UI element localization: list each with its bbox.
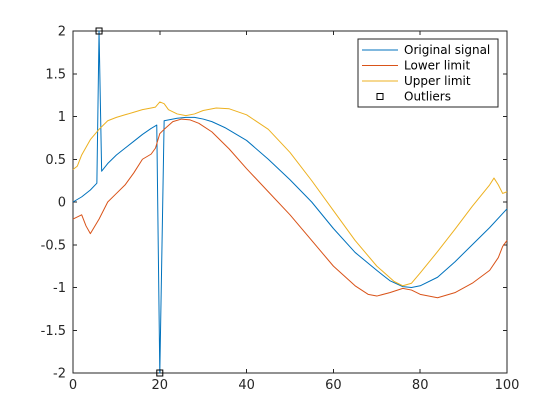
y-tick-label: 0.5	[45, 153, 66, 168]
outlier-marker	[95, 27, 103, 35]
y-tick-label: -2	[53, 367, 66, 382]
x-tick-label: 100	[495, 378, 520, 393]
y-tick-label: -0.5	[41, 238, 66, 253]
y-axis: -2 -1.5 -1 -0.5 0 0.5 1 1.5 2	[41, 25, 507, 382]
x-tick-label: 60	[325, 378, 342, 393]
legend-label-outliers: Outliers	[404, 90, 451, 104]
series-line-original-signal	[72, 30, 508, 374]
y-tick-label: 1.5	[45, 67, 66, 82]
legend-label-original-signal: Original signal	[404, 43, 490, 57]
y-tick-label: 2	[58, 25, 66, 40]
y-tick-label: 1	[58, 110, 66, 125]
x-tick-label: 40	[238, 378, 255, 393]
legend-label-lower-limit: Lower limit	[404, 59, 470, 73]
x-axis: 0 20 40 60 80 100	[69, 31, 520, 393]
x-tick-label: 20	[152, 378, 169, 393]
marker-layer	[95, 27, 164, 377]
y-tick-label: -1.5	[41, 324, 66, 339]
series-line-lower-limit	[72, 118, 508, 299]
y-tick-label: -1	[53, 281, 66, 296]
x-tick-label: 0	[69, 378, 77, 393]
series-line-upper-limit	[72, 101, 508, 287]
y-tick-label: 0	[58, 196, 66, 211]
legend-label-upper-limit: Upper limit	[404, 74, 471, 88]
outlier-marker	[156, 369, 164, 377]
series-layer	[72, 30, 508, 374]
legend-swatch-outliers	[376, 93, 384, 100]
x-tick-label: 80	[412, 378, 429, 393]
